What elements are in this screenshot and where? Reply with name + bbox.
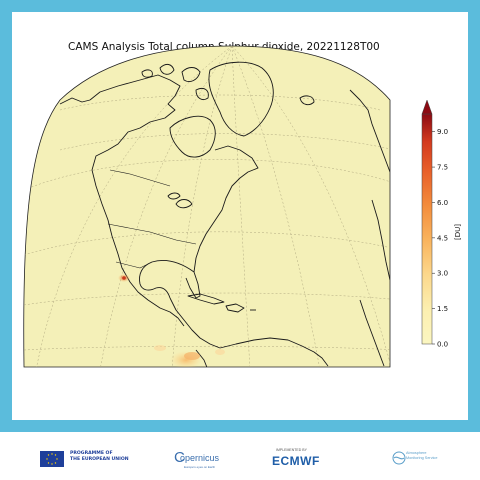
cams-logo-icon: [392, 451, 406, 465]
ecmwf-implemented-by: IMPLEMENTED BY: [276, 448, 307, 452]
colorbar-unit-label: [DU]: [454, 224, 462, 240]
colorbar-tick-label: 7.5: [437, 164, 448, 172]
colorbar-tick-label: 6.0: [437, 199, 448, 207]
footer: [0, 432, 480, 480]
map-figure: 0.0 1.5 3.0 4.5 6.0 7.5 9.0 [DU]: [23, 45, 462, 368]
colorbar-tick-label: 3.0: [437, 270, 448, 278]
copernicus-subtitle: Europe's eyes on Earth: [184, 465, 216, 469]
eu-flag-icon: [40, 451, 64, 467]
copernicus-logo-c: C: [174, 449, 185, 466]
colorbar-tick-label: 0.0: [437, 341, 448, 349]
colorbar: [421, 99, 433, 345]
eu-programme-text: PROGRAMME OF THE EUROPEAN UNION: [70, 451, 129, 462]
copernicus-logo-text: opernicus: [180, 453, 220, 463]
cams-text: Atmosphere Monitoring Service: [406, 451, 438, 460]
globe-disc: [23, 45, 391, 368]
colorbar-tick-label: 4.5: [437, 234, 448, 242]
colorbar-extend-arrow: [421, 99, 433, 115]
colorbar-tick-label: 1.5: [437, 305, 448, 313]
colorbar-tick-label: 9.0: [437, 128, 448, 136]
colorbar-bar: [421, 113, 433, 345]
ecmwf-logo: ECMWF: [272, 454, 320, 468]
globe-content: [23, 46, 391, 367]
colorbar-ticks: 0.0 1.5 3.0 4.5 6.0 7.5 9.0: [432, 128, 448, 349]
graticule-lines: [23, 46, 391, 367]
coastlines: [59, 61, 391, 367]
